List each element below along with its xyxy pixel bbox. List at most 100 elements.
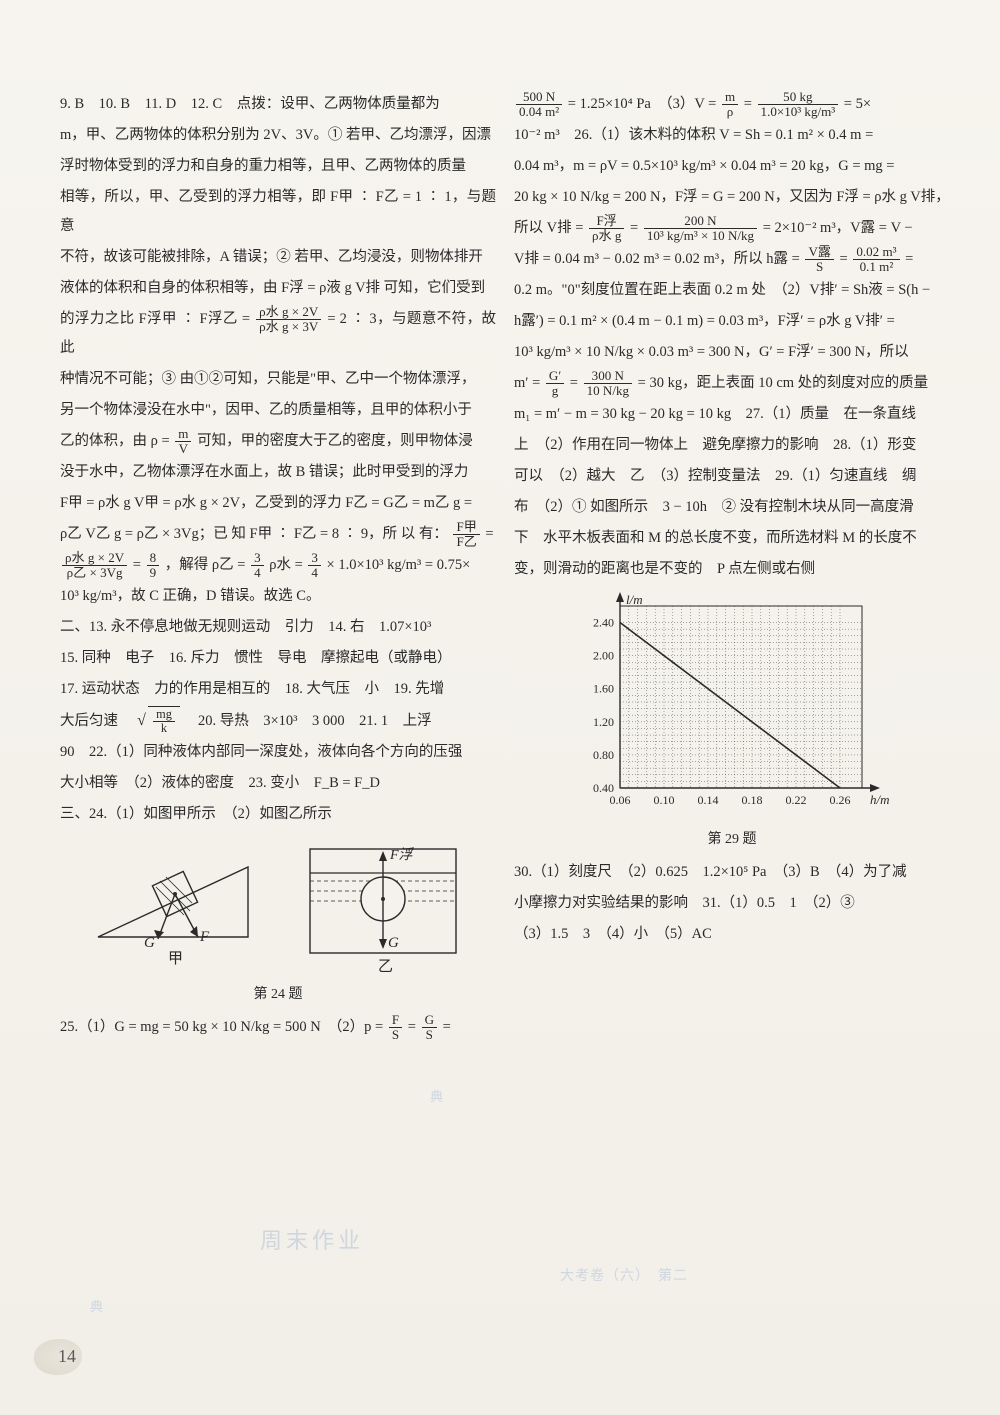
para: 0.04 m³，m = ρV = 0.5×10³ kg/m³ × 0.04 m³…: [514, 152, 950, 181]
fraction: 300 N 10 N/kg: [584, 369, 632, 397]
numerator: mg: [153, 708, 175, 722]
fraction: 50 kg 1.0×10³ kg/m³: [758, 90, 839, 118]
para: 布 （2）① 如图所示 3 − 10h ② 没有控制木块从同一高度滑: [514, 493, 950, 522]
text: 可知，甲的密度大于乙的密度，则甲物体浸: [197, 433, 473, 449]
text: 9. B 10. B 11. D 12. C 点拨：设甲、乙两物体质量都为: [60, 96, 440, 112]
para: 500 N 0.04 m² = 1.25×10⁴ Pa （3）V = m ρ =…: [514, 90, 950, 119]
label-jia: 甲: [168, 951, 183, 967]
fraction: 500 N 0.04 m²: [516, 90, 562, 118]
para: 变，则滑动的距离也是不变的 P 点左侧或右侧: [514, 555, 950, 584]
numerator: 8: [147, 551, 160, 566]
denominator: 10 N/kg: [584, 384, 632, 398]
fraction: 8 9: [147, 551, 160, 579]
para: 17. 运动状态 力的作用是相互的 18. 大气压 小 19. 先增: [60, 675, 496, 704]
page-root: 9. B 10. B 11. D 12. C 点拨：设甲、乙两物体质量都为 m，…: [0, 0, 1000, 1415]
denominator: ρ: [722, 105, 738, 119]
text: = 2×10⁻² m³，V露 = V −: [763, 220, 913, 236]
denominator: 4: [308, 566, 321, 580]
para: ρ乙 V乙 g = ρ乙 × 3Vg；已 知 F甲 ∶ F乙 = 8 ∶ 9，所…: [60, 520, 496, 549]
text: =: [570, 375, 582, 391]
denominator: 0.1 m²: [853, 260, 899, 274]
para: F甲 = ρ水 g V甲 = ρ水 g × 2V，乙受到的浮力 F乙 = G乙 …: [60, 489, 496, 518]
numerator: 500 N: [516, 90, 562, 105]
text: × 1.0×10³ kg/m³ = 0.75×: [327, 557, 471, 573]
numerator: m: [175, 427, 191, 442]
text: 所以 V排 =: [514, 220, 587, 236]
para: 大后匀速 mg k 20. 导热 3×10³ 3 000 21. 1 上浮: [60, 706, 496, 736]
figure-24-caption: 第 24 题: [60, 981, 496, 1009]
numerator: F甲: [453, 520, 479, 535]
figure-24-right: F浮 G 乙: [298, 837, 468, 977]
para: 0.2 m。"0"刻度位置在距上表面 0.2 m 处 （2）V排′ = Sh液 …: [514, 276, 950, 305]
numerator: 0.02 m³: [853, 245, 899, 260]
label-Ffu: F浮: [389, 847, 415, 863]
text: ，解得 ρ乙 =: [165, 557, 249, 573]
denominator: ρ乙 × 3Vg: [62, 566, 127, 580]
svg-text:1.20: 1.20: [593, 715, 614, 729]
para: 相等，所以，甲、乙受到的浮力相等，即 F甲 ∶ F乙 = 1 ∶ 1，与题意: [60, 183, 496, 241]
para: ρ水 g × 2V ρ乙 × 3Vg = 8 9 ，解得 ρ乙 = 3 4 ρ水…: [60, 551, 496, 580]
numerator: 3: [308, 551, 321, 566]
para: 下 水平木板表面和 M 的总长度不变，而所选材料 M 的长度不: [514, 524, 950, 553]
para: h露′) = 0.1 m² × (0.4 m − 0.1 m) = 0.03 m…: [514, 307, 950, 336]
text: = 5×: [844, 96, 871, 112]
para: 浮时物体受到的浮力和自身的重力相等，且甲、乙两物体的质量: [60, 152, 496, 181]
text: m′ =: [514, 375, 544, 391]
numerator: F浮: [589, 214, 624, 229]
para: 可以 （2）越大 乙 （3）控制变量法 29.（1）匀速直线 绸: [514, 462, 950, 491]
text: V排 = 0.04 m³ − 0.02 m³ = 0.02 m³，所以 h露 =: [514, 251, 803, 267]
fraction: 3 4: [251, 551, 264, 579]
right-column: 500 N 0.04 m² = 1.25×10⁴ Pa （3）V = m ρ =…: [514, 90, 950, 1044]
denominator: S: [422, 1028, 437, 1042]
text: 乙的体积，由 ρ =: [60, 433, 170, 449]
svg-text:0.10: 0.10: [654, 793, 675, 807]
text: = 1.25×10⁴ Pa （3）V =: [568, 96, 720, 112]
para: 液体的体积和自身的体积相等，由 F浮 = ρ液 g V排 可知，它们受到: [60, 274, 496, 303]
label-G: G: [144, 935, 155, 951]
text: 20. 导热 3×10³ 3 000 21. 1 上浮: [183, 713, 431, 729]
fraction: V露 S: [805, 245, 833, 273]
text: =: [905, 251, 913, 267]
numerator: 300 N: [584, 369, 632, 384]
text: = 30 kg，距上表面 10 cm 处的刻度对应的质量: [638, 375, 929, 391]
text: 大后匀速: [60, 713, 133, 729]
svg-text:2.40: 2.40: [593, 616, 614, 630]
figure-24-left: G F 甲: [88, 837, 258, 967]
para: 大小相等 （2）液体的密度 23. 变小 F_B = F_D: [60, 769, 496, 798]
denominator: S: [805, 260, 833, 274]
fraction: F S: [389, 1013, 402, 1041]
para: 30.（1）刻度尺 （2）0.625 1.2×10⁵ Pa （3）B （4）为了…: [514, 858, 950, 887]
denominator: V: [175, 442, 191, 456]
numerator: ρ水 g × 2V: [62, 551, 127, 566]
fraction: 0.02 m³ 0.1 m²: [853, 245, 899, 273]
fraction: F浮 ρ水 g: [589, 214, 624, 242]
numerator: m: [722, 90, 738, 105]
para: m₁ = m′ − m = 30 kg − 20 kg = 10 kg 27.（…: [514, 400, 950, 429]
text: =: [408, 1019, 420, 1035]
denominator: ρ水 g: [589, 229, 624, 243]
para: 不符，故该可能被排除，A 错误；② 若甲、乙均浸没，则物体排开: [60, 243, 496, 272]
text: =: [485, 526, 493, 542]
ghost-text: 典: [90, 1296, 104, 1315]
para: 乙的体积，由 ρ = m V 可知，甲的密度大于乙的密度，则甲物体浸: [60, 427, 496, 456]
svg-text:0.26: 0.26: [830, 793, 851, 807]
denominator: F乙: [453, 535, 479, 549]
para: 15. 同种 电子 16. 斥力 惯性 导电 摩擦起电（或静电）: [60, 644, 496, 673]
para: 25.（1）G = mg = 50 kg × 10 N/kg = 500 N （…: [60, 1013, 496, 1042]
para: m，甲、乙两物体的体积分别为 2V、3V。① 若甲、乙均漂浮，因漂: [60, 121, 496, 150]
para: 10³ kg/m³，故 C 正确，D 错误。故选 C。: [60, 582, 496, 611]
denominator: 10³ kg/m³ × 10 N/kg: [644, 229, 757, 243]
denominator: k: [153, 722, 175, 735]
para: 9. B 10. B 11. D 12. C 点拨：设甲、乙两物体质量都为: [60, 90, 496, 119]
svg-text:0.14: 0.14: [698, 793, 719, 807]
fraction: ρ水 g × 2V ρ水 g × 3V: [256, 305, 321, 333]
fraction: m ρ: [722, 90, 738, 118]
svg-text:l/m: l/m: [626, 592, 643, 607]
denominator: 1.0×10³ kg/m³: [758, 105, 839, 119]
text: 的浮力之比 F浮甲 ∶ F浮乙 =: [60, 311, 250, 327]
para: 90 22.（1）同种液体内部同一深度处，液体向各个方向的压强: [60, 738, 496, 767]
numerator: F: [389, 1013, 402, 1028]
page-number: 14: [58, 1346, 76, 1367]
para: 10³ kg/m³ × 10 N/kg × 0.03 m³ = 300 N，G′…: [514, 338, 950, 367]
text: =: [133, 557, 145, 573]
